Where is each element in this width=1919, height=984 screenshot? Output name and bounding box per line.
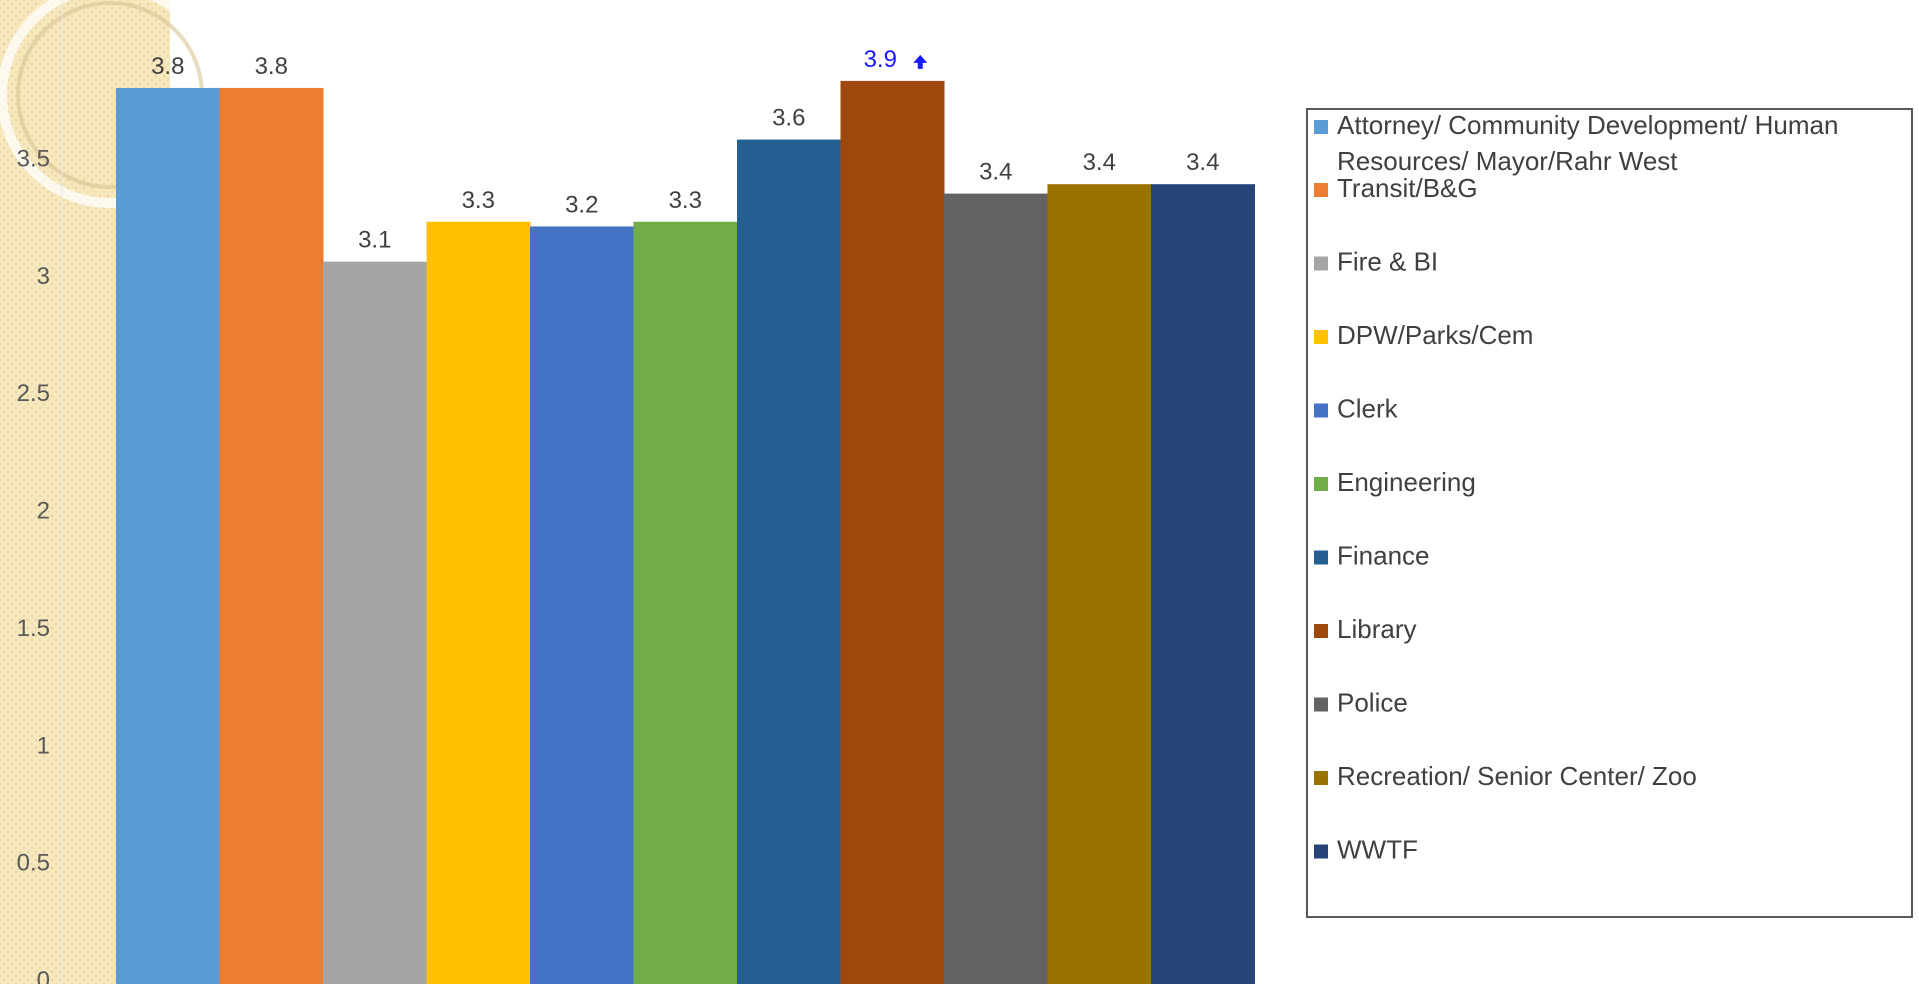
data-label: 3.4	[1083, 149, 1116, 176]
legend-swatch	[1314, 550, 1328, 565]
legend-label: Police	[1337, 688, 1408, 718]
legend-label: Finance	[1337, 541, 1430, 571]
data-label: 3.3	[669, 187, 702, 214]
legend-label: Library	[1337, 614, 1416, 644]
data-labels: 3.8 3.8 3.1 3.3 3.2 3.3 3.6 3.9 3.4 3.4 3.4	[151, 46, 1219, 254]
bar	[633, 221, 738, 984]
data-label: 3.4	[1186, 149, 1219, 176]
bar-series	[116, 80, 1255, 984]
legend-swatch	[1314, 256, 1328, 271]
legend-label: WWTF	[1337, 835, 1418, 865]
y-tick-label: 0	[37, 967, 50, 984]
bar	[840, 80, 945, 984]
legend: Attorney/ Community Development/ Human Re…	[1306, 108, 1913, 918]
y-tick-label: 3.5	[17, 145, 50, 172]
legend-label: Engineering	[1337, 467, 1476, 497]
data-label: 3.2	[565, 191, 598, 218]
legend-swatch	[1314, 624, 1328, 638]
data-label: 3.8	[255, 53, 288, 80]
bar	[116, 87, 220, 984]
legend-swatch	[1314, 771, 1328, 785]
bar	[323, 261, 427, 984]
legend-swatch	[1314, 697, 1328, 712]
legend-label: DPW/Parks/Cem	[1337, 320, 1533, 350]
legend-label: Fire & BI	[1337, 247, 1438, 277]
legend-label: Recreation/ Senior Center/ Zoo	[1337, 761, 1697, 791]
legend-frame	[1306, 108, 1913, 918]
y-tick-label: 2.5	[17, 380, 50, 407]
y-tick-label: 3	[37, 263, 50, 290]
data-label: 3.9	[864, 46, 897, 73]
legend-swatch	[1314, 120, 1328, 134]
up-arrow-icon	[913, 54, 928, 69]
data-label: 3.4	[979, 159, 1012, 186]
bar	[737, 139, 841, 984]
data-label: 3.8	[151, 53, 184, 80]
y-tick-label: 1	[37, 732, 50, 759]
bar	[1151, 184, 1255, 984]
legend-swatch	[1314, 477, 1328, 491]
legend-swatch	[1314, 844, 1328, 859]
y-tick-label: 2	[37, 498, 50, 525]
data-label: 3.6	[772, 105, 805, 132]
bar	[426, 221, 531, 984]
y-tick-label: 0.5	[17, 850, 50, 877]
bar	[530, 226, 634, 984]
data-label: 3.3	[462, 187, 495, 214]
legend-label: Attorney/ Community Development/ Human Re…	[1337, 110, 1838, 176]
legend-swatch	[1314, 330, 1328, 344]
y-tick-label: 1.5	[17, 615, 50, 642]
data-label: 3.1	[358, 227, 391, 254]
legend-swatch	[1314, 403, 1328, 418]
legend-swatch	[1314, 183, 1328, 197]
legend-label: Transit/B&G	[1337, 173, 1478, 203]
y-axis: 0 0.5 1 1.5 2 2.5 3 3.5	[17, 145, 50, 984]
bar	[219, 87, 324, 984]
legend-label: Clerk	[1337, 394, 1399, 424]
bar	[1047, 184, 1152, 984]
bar	[944, 193, 1048, 984]
